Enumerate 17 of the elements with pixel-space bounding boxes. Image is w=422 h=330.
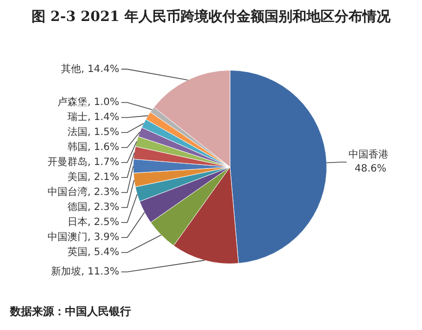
chart-title: 图 2-3 2021 年人民币跨境收付金额国别和地区分布情况 bbox=[30, 8, 392, 26]
slice-label: 美国, 2.1% bbox=[67, 171, 120, 184]
source-note: 数据来源：中国人民银行 bbox=[10, 304, 131, 319]
slice-label: 开曼群岛, 1.7% bbox=[47, 156, 120, 168]
slice-label: 中国澳门, 3.9% bbox=[47, 231, 120, 244]
slice-label: 其他, 14.4% bbox=[61, 62, 120, 75]
slice-label: 新加坡, 11.3% bbox=[51, 265, 120, 278]
slice-label: 日本, 2.5% bbox=[67, 216, 120, 228]
slice-label: 德国, 2.3% bbox=[67, 202, 120, 214]
slice-label: 瑞士, 1.4% bbox=[67, 111, 120, 124]
data-label: 48.6% bbox=[354, 164, 386, 175]
slice-label: 法国, 1.5% bbox=[67, 126, 120, 138]
slice-label: 中国台湾, 2.3% bbox=[47, 186, 120, 198]
slice-label: 卢森堡, 1.0% bbox=[57, 96, 120, 108]
slice-label: 韩国, 1.6% bbox=[67, 141, 120, 154]
slice-label: 中国香港 bbox=[348, 148, 389, 161]
slice-label: 英国, 5.4% bbox=[67, 246, 120, 258]
